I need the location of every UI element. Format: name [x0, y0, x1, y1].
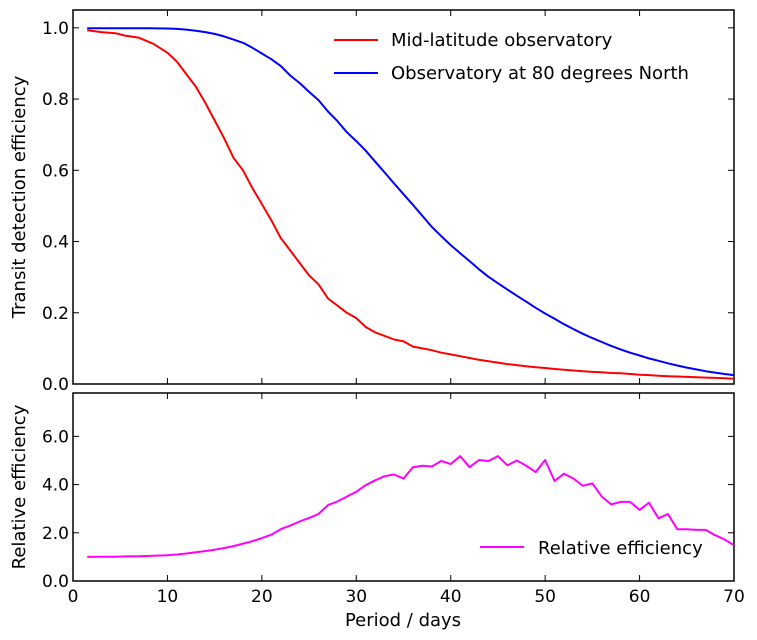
top-ytick-label-2: 0.4 [42, 233, 69, 253]
top-panel-frame [72, 9, 735, 385]
top-ytick-label-3: 0.6 [42, 161, 69, 181]
top-y-axis-label: Transit detection efficiency [9, 75, 30, 319]
xtick-label-2: 20 [251, 587, 273, 607]
x-axis-label: Period / days [345, 610, 461, 631]
top-series-line-1 [87, 27, 735, 377]
xtick-label-3: 30 [345, 587, 367, 607]
top-y-ticks: 0.0 0.2 0.4 0.6 0.8 1.0 [42, 10, 735, 395]
xtick-label-4: 40 [440, 587, 462, 607]
legend-label-mid-latitude: Mid-latitude observatory [391, 30, 613, 51]
legend-label-80-north: Observatory at 80 degrees North [391, 63, 689, 84]
top-ytick-label-0: 0.0 [42, 375, 69, 395]
top-series-line-0 [87, 29, 735, 380]
xtick-label-1: 10 [157, 587, 179, 607]
bottom-series-line-0 [87, 455, 735, 558]
bottom-y-axis-label: Relative efficiency [9, 404, 30, 569]
bottom-ticks: 0.0 2.0 4.0 6.0 0 10 20 30 40 50 60 70 [42, 393, 745, 607]
top-ytick-label-1: 0.2 [42, 304, 69, 324]
xtick-label-7: 70 [723, 587, 745, 607]
bottom-ytick-label-2: 4.0 [42, 476, 69, 496]
top-ytick-label-5: 1.0 [42, 19, 69, 39]
bottom-ytick-label-1: 2.0 [42, 524, 69, 544]
top-legend: Mid-latitude observatory Observatory at … [334, 30, 689, 84]
bottom-ytick-label-0: 0.0 [42, 572, 69, 592]
top-series-group [87, 27, 735, 380]
bottom-ytick-label-3: 6.0 [42, 427, 69, 447]
bottom-series-group [87, 455, 735, 558]
legend-label-relative: Relative efficiency [538, 538, 703, 559]
bottom-legend: Relative efficiency [480, 538, 703, 559]
bottom-panel-frame [72, 392, 735, 582]
xtick-label-6: 60 [629, 587, 651, 607]
top-ytick-label-4: 0.8 [42, 90, 69, 110]
xtick-label-0: 0 [68, 587, 79, 607]
xtick-label-5: 50 [534, 587, 556, 607]
